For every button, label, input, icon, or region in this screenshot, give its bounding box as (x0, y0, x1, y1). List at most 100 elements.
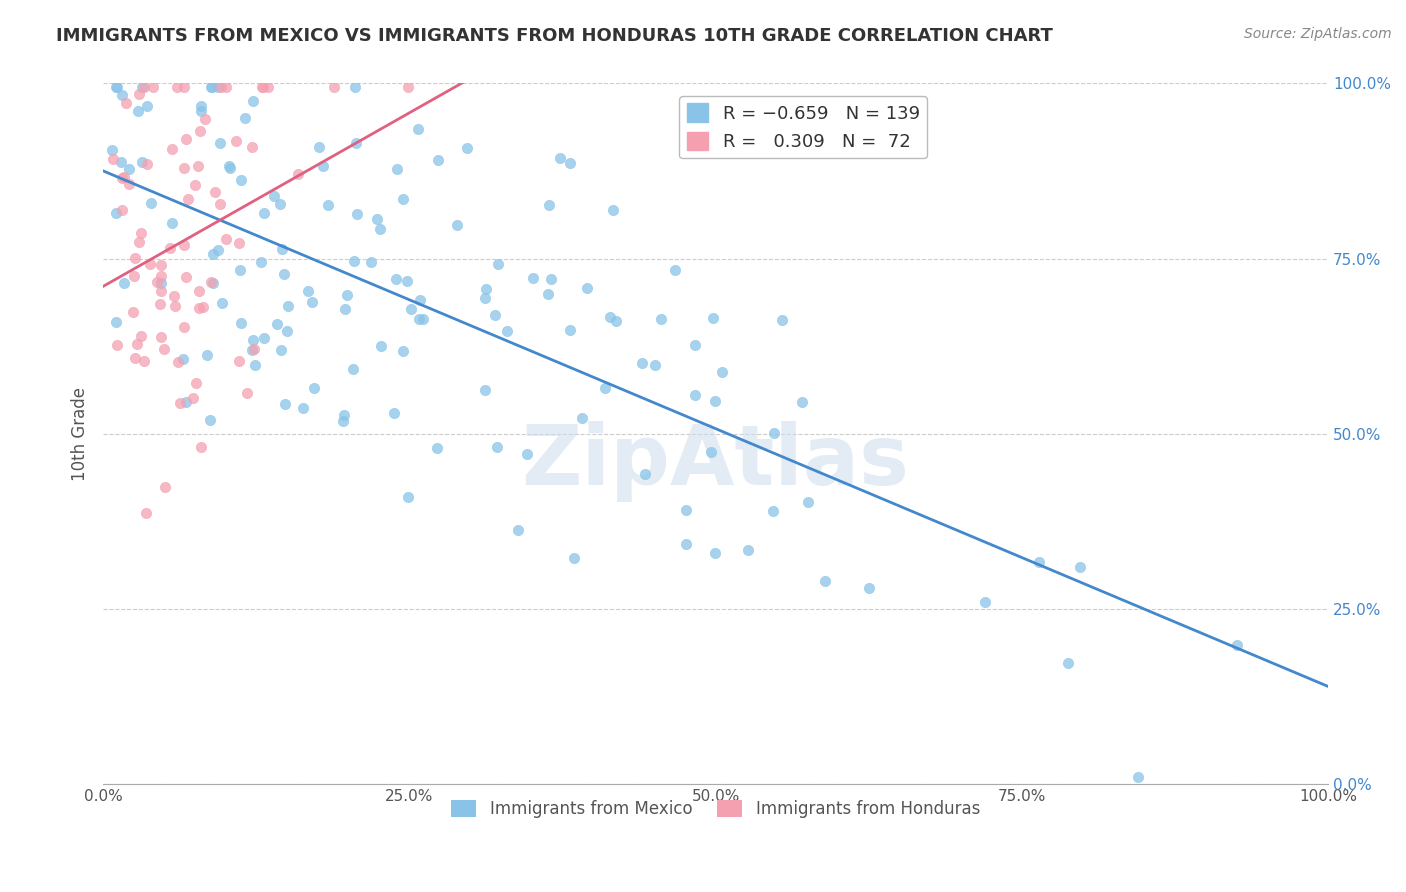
Point (173, 319, 195, 334)
Point (396, 490, 419, 504)
Point (114, 276, 136, 290)
Point (558, 323, 581, 337)
Point (370, 339, 392, 353)
Point (208, 197, 231, 211)
Point (134, 79, 156, 94)
Point (174, 270, 197, 285)
Point (214, 79, 236, 94)
Point (111, 171, 134, 186)
Point (385, 272, 408, 286)
Point (273, 397, 295, 411)
Point (790, 394, 813, 409)
Point (163, 299, 186, 313)
Point (105, 315, 128, 329)
Point (516, 447, 538, 461)
Point (219, 161, 242, 175)
Point (152, 342, 174, 356)
Point (136, 157, 159, 171)
Point (118, 161, 141, 176)
Point (1069, 560, 1091, 574)
Point (105, 79, 128, 94)
Point (135, 506, 157, 520)
Point (675, 537, 697, 551)
Point (558, 155, 581, 169)
Point (229, 316, 252, 330)
Point (200, 275, 222, 289)
Point (115, 95, 138, 110)
Point (128, 235, 150, 249)
Point (159, 241, 181, 255)
Point (129, 329, 152, 343)
Point (308, 140, 330, 154)
Point (602, 203, 624, 218)
Point (1057, 656, 1080, 670)
Point (664, 262, 686, 277)
Point (858, 581, 880, 595)
Point (190, 99, 212, 113)
Point (973, 595, 995, 609)
Point (188, 301, 211, 316)
Point (391, 344, 413, 359)
Point (426, 441, 449, 455)
Point (101, 143, 124, 157)
Y-axis label: 10th Grade: 10th Grade (72, 386, 89, 481)
Point (198, 413, 221, 427)
Point (142, 79, 165, 94)
Point (342, 361, 364, 376)
Point (150, 268, 173, 283)
Point (225, 134, 247, 148)
Point (634, 467, 657, 481)
Point (174, 394, 197, 409)
Point (111, 202, 134, 217)
Point (256, 79, 278, 94)
Point (548, 151, 571, 165)
Point (136, 99, 159, 113)
Point (163, 289, 186, 303)
Point (228, 235, 250, 250)
Point (252, 79, 274, 94)
Point (177, 193, 200, 207)
Point (202, 247, 225, 261)
Point (146, 275, 169, 289)
Point (360, 254, 382, 268)
Point (486, 440, 509, 454)
Point (408, 312, 430, 326)
Point (266, 317, 288, 331)
Point (150, 277, 173, 291)
Point (104, 206, 127, 220)
Point (111, 87, 134, 102)
Point (207, 79, 229, 94)
Point (270, 242, 292, 256)
Point (160, 142, 183, 156)
Point (576, 281, 599, 295)
Point (1028, 555, 1050, 569)
Point (131, 79, 153, 94)
Point (704, 394, 727, 409)
Point (474, 383, 496, 397)
Point (207, 243, 229, 257)
Point (385, 162, 408, 177)
Point (197, 348, 219, 362)
Point (187, 284, 209, 298)
Point (344, 136, 367, 150)
Point (131, 154, 153, 169)
Point (1126, 770, 1149, 784)
Point (184, 178, 207, 193)
Point (169, 395, 191, 409)
Point (562, 550, 585, 565)
Point (173, 237, 195, 252)
Point (382, 406, 405, 420)
Point (190, 441, 212, 455)
Point (125, 337, 148, 351)
Point (233, 112, 256, 126)
Point (396, 274, 419, 288)
Point (496, 325, 519, 339)
Point (412, 312, 434, 326)
Point (683, 338, 706, 352)
Point (484, 308, 506, 322)
Point (190, 104, 212, 119)
Point (150, 258, 173, 272)
Point (333, 302, 356, 317)
Point (506, 523, 529, 537)
Point (252, 79, 274, 94)
